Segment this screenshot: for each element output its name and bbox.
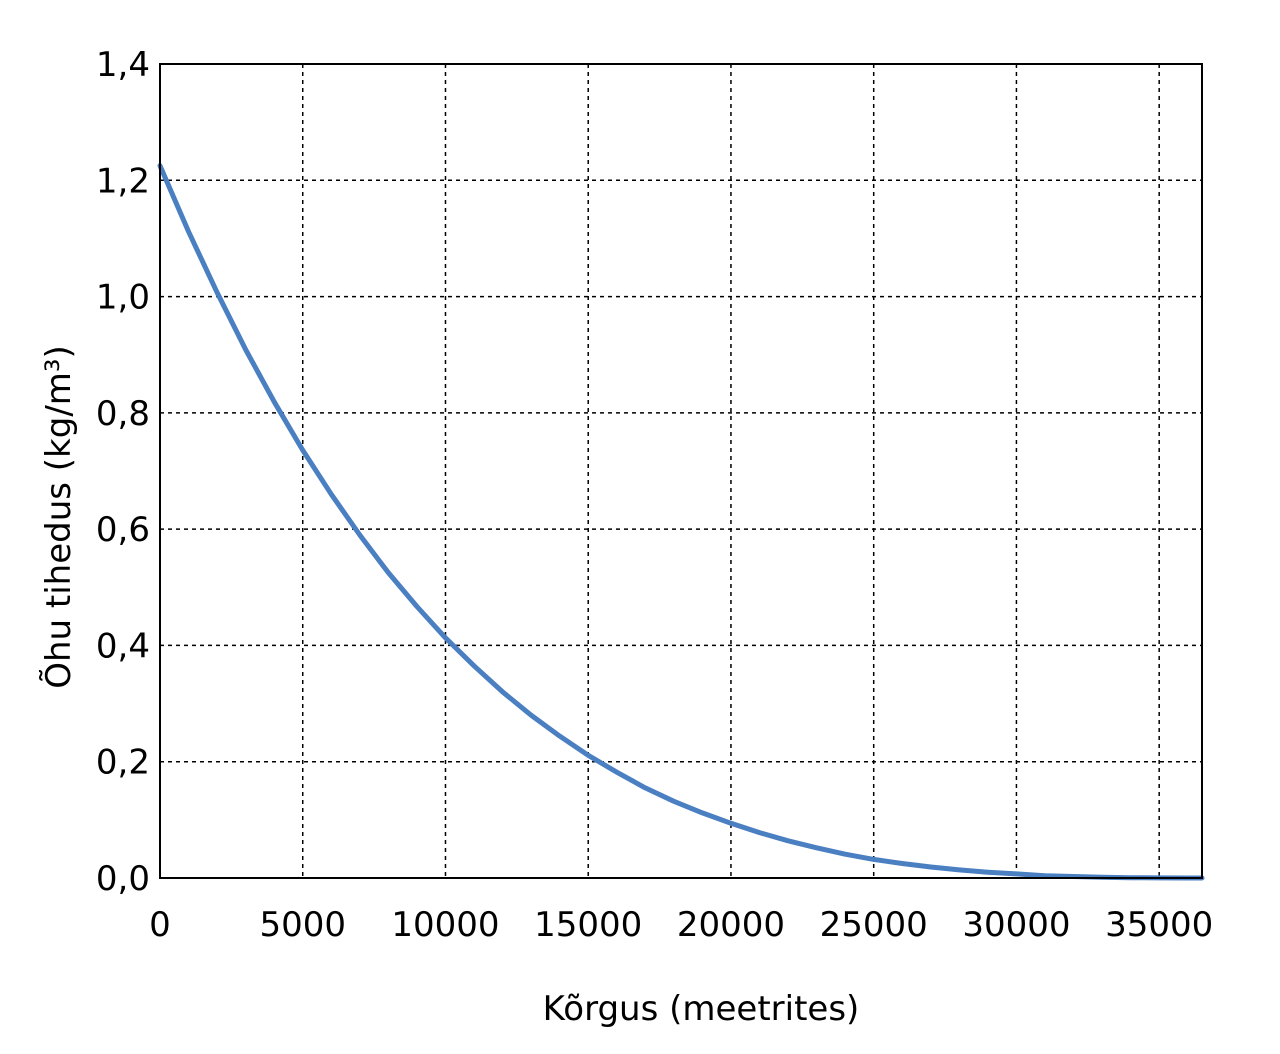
x-tick-label: 10000	[391, 905, 499, 945]
plot-area-frame	[159, 63, 1203, 879]
series-layer	[157, 163, 1205, 881]
y-tick-label: 0,4	[96, 626, 150, 666]
x-tick-label: 20000	[677, 905, 785, 945]
y-tick-label: 0,6	[96, 510, 150, 550]
x-tick-label: 5000	[259, 905, 346, 945]
y-tick-label: 1,0	[96, 278, 150, 318]
y-axis-tick-labels: 0,0 0,2 0,4 0,6 0,8 1,0 1,2 1,4	[96, 45, 150, 899]
y-tick-label: 0,8	[96, 394, 150, 434]
density-curve	[157, 163, 1205, 881]
y-tick-label: 1,4	[96, 45, 150, 85]
x-tick-label: 15000	[534, 905, 642, 945]
y-axis-title: Õhu tihedus (kg/m³)	[38, 345, 79, 689]
y-tick-label: 0,2	[96, 743, 150, 783]
x-tick-label: 30000	[962, 905, 1070, 945]
y-tick-label: 0,0	[96, 859, 150, 899]
grid	[160, 64, 1202, 878]
x-axis-title: Kõrgus (meetrites)	[543, 989, 860, 1029]
x-tick-label: 35000	[1105, 905, 1213, 945]
x-tick-label: 0	[149, 905, 171, 945]
x-axis-tick-labels: 0 5000 10000 15000 20000 25000 30000 35000	[149, 905, 1213, 945]
x-tick-label: 25000	[820, 905, 928, 945]
y-tick-label: 1,2	[96, 161, 150, 201]
